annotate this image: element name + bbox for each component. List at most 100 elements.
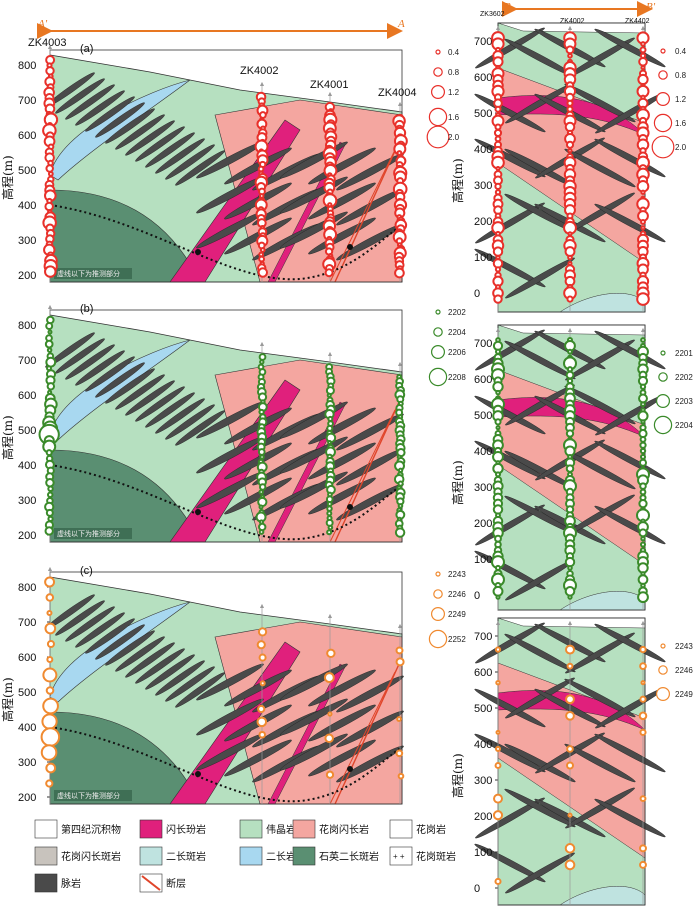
- sample-point: [493, 793, 503, 804]
- sample-point: [258, 730, 267, 739]
- vein: [165, 404, 215, 440]
- y-tick-label: 700: [474, 338, 492, 350]
- sample-point: [258, 529, 265, 535]
- y-tick-label: 700: [18, 95, 36, 107]
- size-legend-label: 2249: [448, 610, 466, 619]
- sample-point: [567, 148, 573, 154]
- y-tick-label: 500: [474, 410, 492, 422]
- sample-point: [45, 356, 57, 368]
- fault-line: [334, 661, 401, 805]
- size-legend-circle: [435, 571, 441, 577]
- vein: [155, 398, 205, 434]
- vein: [308, 182, 376, 220]
- sample-point: [639, 488, 647, 496]
- vein: [564, 678, 636, 718]
- sample-point: [44, 201, 54, 212]
- vein: [280, 698, 348, 736]
- sample-point: [44, 265, 57, 278]
- porphyry-symbol: + +: [393, 852, 405, 861]
- sample-point: [323, 672, 335, 683]
- y-tick-label: 300: [474, 775, 492, 787]
- vein: [65, 606, 115, 642]
- y-tick-label: 400: [18, 722, 36, 734]
- note-box: [54, 790, 132, 801]
- size-legend-label: 2.0: [448, 133, 460, 142]
- sample-marker: [347, 766, 353, 772]
- sample-point: [638, 499, 648, 509]
- sample-point: [494, 762, 502, 769]
- vein: [505, 384, 575, 426]
- vein: [474, 248, 546, 288]
- sample-point: [494, 266, 502, 273]
- vein: [308, 407, 376, 445]
- sample-point: [639, 795, 647, 803]
- legend-swatch: [34, 819, 58, 839]
- sample-point: [46, 639, 55, 649]
- legend-item: 第四纪沉积物: [34, 819, 121, 839]
- sample-point: [639, 662, 647, 670]
- size-legend-label: 2204: [448, 328, 466, 337]
- section-label-a-prime: A': [37, 18, 48, 30]
- vein: [45, 332, 95, 368]
- sample-point: [565, 644, 575, 655]
- y-tick-label: 300: [18, 757, 36, 769]
- vein: [336, 413, 404, 451]
- y-tick-label: 200: [18, 530, 36, 542]
- left-panel-b: 虚线以下为推测部分 800 700 600 500 400 300 200 高程(m) (b) 22…: [0, 303, 466, 543]
- panel-label: (b): [80, 303, 93, 315]
- y-tick-label: 700: [474, 631, 492, 643]
- vein: [475, 504, 545, 546]
- vein: [175, 672, 225, 708]
- sample-point: [494, 135, 502, 143]
- sample-point: [45, 164, 54, 173]
- legend-item: 花岗岩: [389, 819, 446, 839]
- vein: [504, 743, 576, 783]
- sample-point: [397, 772, 405, 780]
- sample-point: [565, 464, 575, 473]
- size-legend-label: 2202: [448, 308, 466, 317]
- y-axis-title: 高程(m): [0, 415, 15, 460]
- size-legend-circle: [433, 67, 443, 77]
- vein: [594, 330, 666, 370]
- vein: [474, 93, 546, 133]
- sample-point: [45, 779, 54, 788]
- vein: [308, 477, 376, 515]
- sample-point: [640, 419, 646, 425]
- y-tick-label: 0: [474, 590, 480, 602]
- sample-point: [565, 710, 575, 721]
- sample-point: [46, 382, 56, 391]
- size-legend-label: 2202: [675, 373, 693, 382]
- vein: [145, 132, 195, 168]
- inferred-note: 虚线以下为推测部分: [57, 529, 120, 538]
- sample-point: [397, 480, 404, 487]
- sample-point: [565, 429, 575, 438]
- sample-point: [565, 140, 575, 149]
- sample-point: [256, 640, 266, 650]
- right-panel-a: 700 600 500 400 300 200 100 0 高程(m) ZK3602 ZK4002 Z…: [450, 11, 687, 313]
- size-legend-label: 0.8: [675, 71, 687, 80]
- size-legend-label: 2206: [448, 348, 466, 357]
- fault-symbol: [141, 875, 161, 891]
- sample-point: [494, 646, 502, 653]
- size-legend-circle: [660, 350, 666, 356]
- sample-point: [492, 810, 504, 821]
- fault-line: [334, 399, 401, 543]
- vein: [155, 138, 205, 174]
- vein: [135, 386, 185, 422]
- y-tick-label: 500: [474, 108, 492, 120]
- drillhole-label: ZK4402: [625, 18, 650, 25]
- sample-marker: [347, 504, 353, 510]
- vein: [55, 600, 105, 636]
- sample-point: [564, 859, 576, 871]
- sample-point: [44, 526, 54, 536]
- sample-point: [639, 435, 647, 443]
- legend-item: 二长岩: [239, 846, 296, 866]
- sample-point: [259, 247, 266, 253]
- sample-point: [638, 458, 648, 467]
- sample-point: [639, 453, 647, 460]
- sample-point: [46, 656, 54, 663]
- size-legend-circle: [655, 91, 670, 106]
- legend-item: 花岗闪长斑岩: [34, 846, 121, 866]
- sample-point: [326, 510, 333, 517]
- sample-point: [495, 165, 501, 172]
